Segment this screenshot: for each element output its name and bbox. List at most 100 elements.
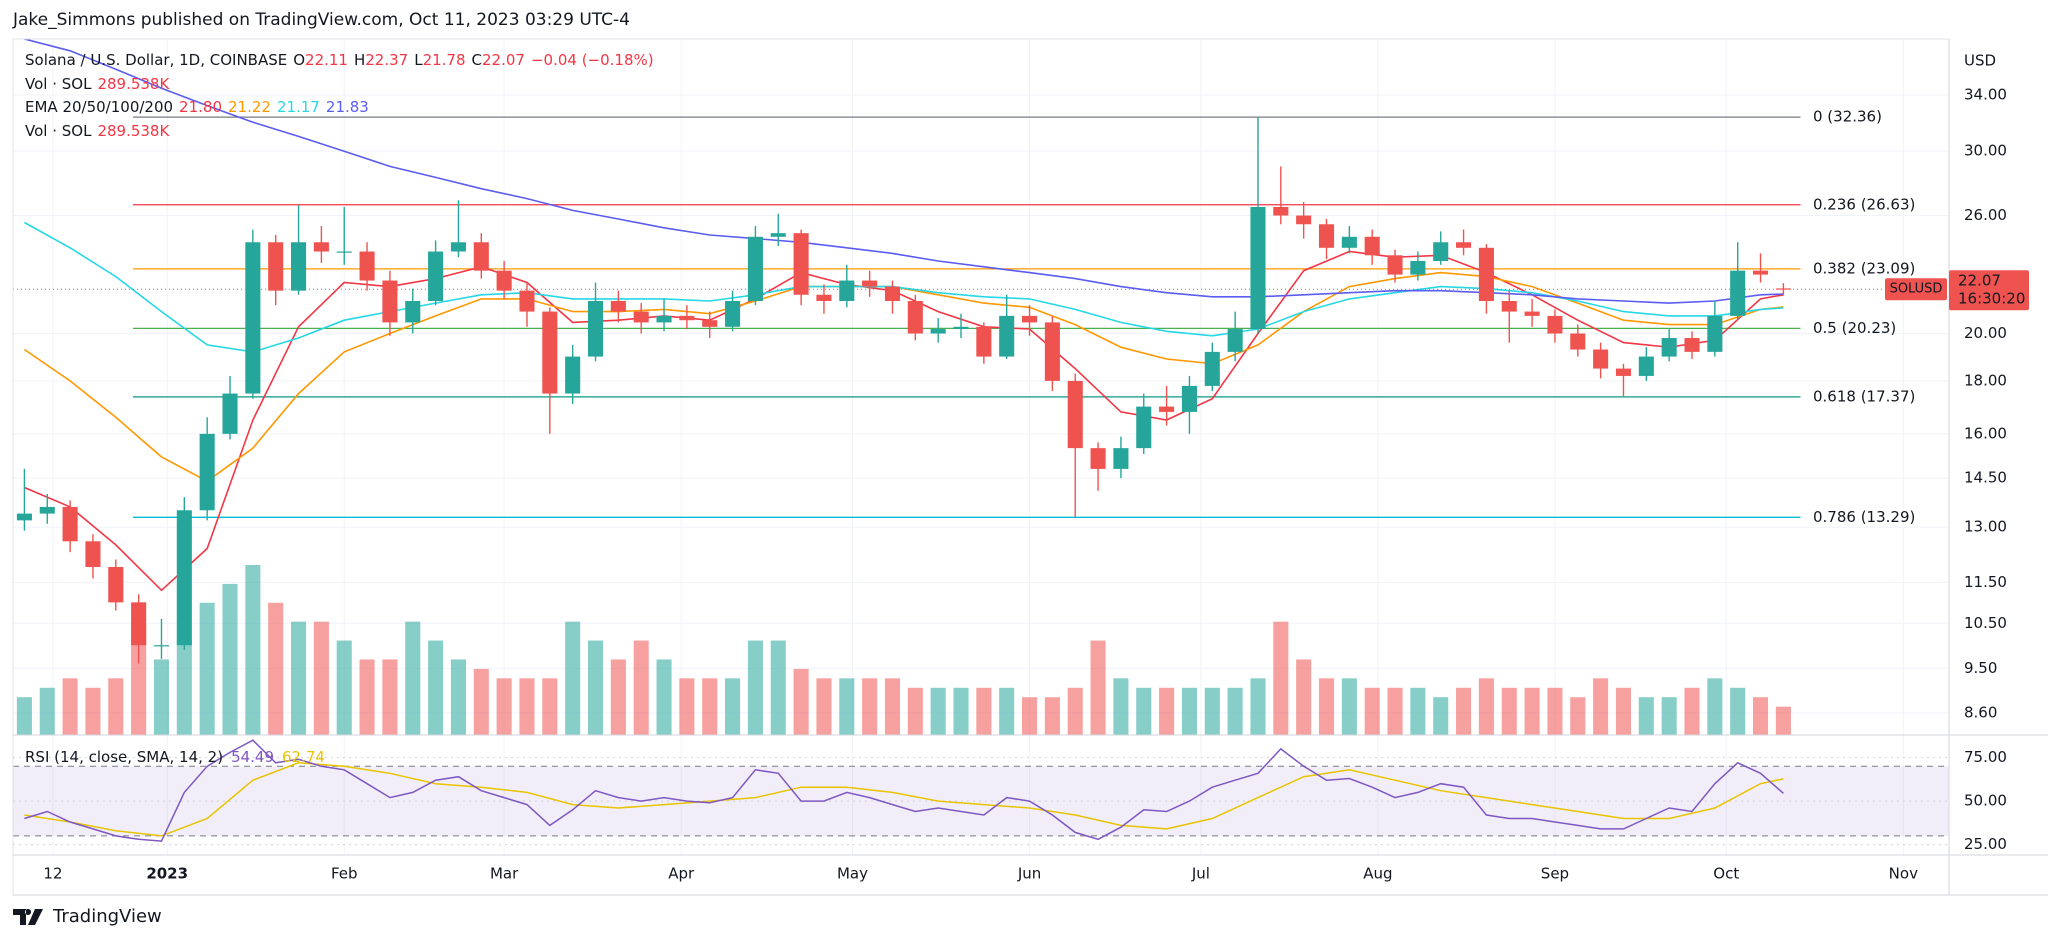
candle-body <box>839 280 855 301</box>
candle-body <box>907 300 923 334</box>
candle-body <box>496 270 512 291</box>
candle-body <box>816 294 832 301</box>
volume-bar <box>1638 697 1654 735</box>
rsi-name: RSI (14, close, SMA, 14, 2) <box>25 748 224 766</box>
candle-body <box>565 356 581 394</box>
volume-bar <box>222 583 238 735</box>
volume-bar <box>884 678 901 735</box>
candle-body <box>131 602 147 646</box>
candle-body <box>999 315 1015 357</box>
candle-body <box>1707 315 1723 352</box>
x-tick-label: Nov <box>1889 865 1918 883</box>
candle-body <box>1044 322 1060 381</box>
rsi-value: 54.49 <box>231 748 275 766</box>
x-tick-label: Aug <box>1363 865 1392 883</box>
ohlc-value: 22.37 <box>365 51 409 69</box>
candle-body <box>1615 368 1632 376</box>
candle-body <box>953 326 969 330</box>
candle-body <box>62 506 78 542</box>
candle-body <box>1547 315 1563 334</box>
change: −0.04 (−0.18%) <box>530 51 654 69</box>
legend-row: Vol · SOL 289.538K <box>25 73 660 97</box>
volume-bar <box>62 678 78 735</box>
ema-line <box>24 221 1784 353</box>
volume-bar <box>1593 678 1609 735</box>
volume-bar <box>770 640 786 735</box>
volume-bar <box>1250 678 1266 735</box>
candle-body <box>199 433 215 511</box>
candle-body <box>1524 311 1540 316</box>
volume-bar <box>1341 678 1357 735</box>
legend: Solana / U.S. Dollar, 1D, COINBASE O22.11… <box>25 49 660 143</box>
ohlc-value: 22.11 <box>305 51 348 69</box>
volume-bar <box>1318 678 1335 735</box>
volume-bar <box>1387 687 1403 735</box>
volume-bar <box>1547 687 1563 735</box>
candle-body <box>359 251 375 281</box>
candle-body <box>1593 349 1609 369</box>
price-tag-value: 22.07 <box>1958 272 2001 290</box>
candle-body <box>1090 448 1106 469</box>
ohlc-letter: H <box>353 51 366 69</box>
candle-body <box>1067 380 1083 449</box>
volume-bar <box>1204 687 1220 735</box>
fib-label: 0.786 (13.29) <box>1813 508 1915 526</box>
volume-bar <box>999 687 1015 735</box>
legend-row: Vol · SOL 289.538K <box>25 120 660 144</box>
volume-bar <box>1044 697 1060 735</box>
grid <box>13 39 1949 855</box>
candle-body <box>1318 224 1335 248</box>
volume-bar <box>336 640 352 735</box>
candle-body <box>473 242 489 271</box>
candle-body <box>610 300 626 312</box>
volume-bar <box>405 621 421 735</box>
legend-row: Solana / U.S. Dollar, 1D, COINBASE O22.11… <box>25 49 660 73</box>
x-tick-label: Jul <box>1191 865 1210 883</box>
candle-body <box>1433 242 1449 261</box>
volume-bar <box>862 678 878 735</box>
candle-body <box>428 251 444 301</box>
volume-bar <box>1615 687 1632 735</box>
fib-label: 0.5 (20.23) <box>1813 319 1896 337</box>
volume-bar <box>930 687 946 735</box>
x-tick-label: 2023 <box>146 865 188 883</box>
volume-bar <box>1753 697 1769 735</box>
candle-body <box>770 233 786 237</box>
volume-bar <box>953 687 969 735</box>
rsi-legend: RSI (14, close, SMA, 14, 2) 54.49 62.74 <box>25 748 333 766</box>
volume-bar <box>1136 687 1152 735</box>
candle-body <box>1113 448 1129 469</box>
symbol-tag-label: SOLUSD <box>1890 282 1943 297</box>
candle-body <box>1204 351 1220 386</box>
volume-bar <box>747 640 763 735</box>
volume-bar <box>496 678 512 735</box>
rsi-pane <box>13 739 1949 846</box>
ohlc-value: 21.78 <box>422 51 466 69</box>
candle-body <box>884 286 901 301</box>
publish-header: Jake_Simmons published on TradingView.co… <box>13 10 630 30</box>
y-tick-label: 16.00 <box>1964 424 2007 442</box>
y-tick-label: 34.00 <box>1964 85 2007 103</box>
candle-body <box>519 290 535 312</box>
candle-body <box>1227 329 1243 352</box>
candle-body <box>1364 236 1380 256</box>
candle-body <box>1730 270 1746 316</box>
candle-body <box>633 311 649 323</box>
volume-bar <box>1501 687 1517 735</box>
volume-bar <box>131 621 147 735</box>
volume-bar <box>245 565 261 735</box>
candle-body <box>862 280 878 287</box>
candle-body <box>313 242 329 252</box>
candle-body <box>1775 288 1791 290</box>
x-tick-label: Jun <box>1017 865 1041 883</box>
candle-body <box>39 506 55 514</box>
x-tick-label: May <box>837 865 868 883</box>
volume-bar <box>473 668 489 735</box>
ema-value: 21.80 <box>179 98 222 116</box>
volume-bar <box>153 659 170 735</box>
volume-bar <box>1730 687 1746 735</box>
candle-body <box>245 242 261 394</box>
volume-bar <box>1775 706 1791 735</box>
